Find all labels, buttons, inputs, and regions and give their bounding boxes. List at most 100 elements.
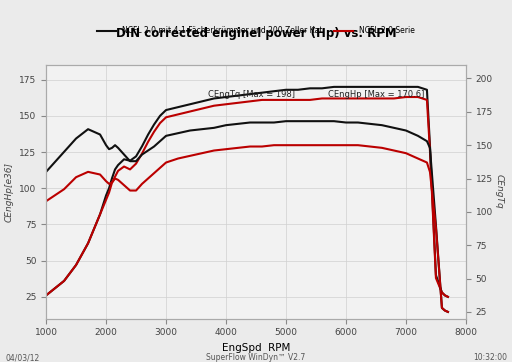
NCFL 2.0 mit 4-1 Fächerkrümmer und 200 Zeller Kat (235, 93, 241, 98)
NCFL 2.0 mit 4-1 Fächerkrümmer und 200 Zeller Kat (379, 85, 385, 89)
NCFL 2.0 mit 4-1 Fächerkrümmer und 200 Zeller Kat (415, 85, 421, 89)
NCFL 2.0 mit 4-1 Fächerkrümmer und 200 Zeller Kat (121, 157, 127, 161)
Line: NCFL 2.0 mit 4-1 Fächerkrümmer und 200 Zeller Kat: NCFL 2.0 mit 4-1 Fächerkrümmer und 200 Z… (46, 87, 448, 297)
NCFL 2.0 Serie (295, 98, 301, 102)
Text: CEngHp [Max = 170.6]: CEngHp [Max = 170.6] (328, 90, 424, 99)
NCFL 2.0 Serie (133, 161, 139, 166)
NCFL 2.0 mit 4-1 Fächerkrümmer und 200 Zeller Kat (271, 89, 277, 93)
NCFL 2.0 Serie (223, 102, 229, 106)
NCFL 2.0 mit 4-1 Fächerkrümmer und 200 Zeller Kat (112, 167, 118, 172)
NCFL 2.0 Serie (187, 109, 193, 114)
NCFL 2.0 mit 4-1 Fächerkrümmer und 200 Zeller Kat (175, 105, 181, 109)
NCFL 2.0 Serie (319, 96, 325, 101)
Y-axis label: CEngHp[e36]: CEngHp[e36] (5, 162, 13, 222)
NCFL 2.0 Serie (115, 169, 121, 173)
Text: 04/03/12: 04/03/12 (5, 353, 39, 362)
NCFL 2.0 Serie (151, 130, 157, 134)
NCFL 2.0 mit 4-1 Fächerkrümmer und 200 Zeller Kat (331, 85, 337, 89)
X-axis label: EngSpd  RPM: EngSpd RPM (222, 343, 290, 353)
NCFL 2.0 Serie (211, 104, 217, 108)
NCFL 2.0 Serie (43, 293, 49, 298)
NCFL 2.0 mit 4-1 Fächerkrümmer und 200 Zeller Kat (151, 122, 157, 127)
NCFL 2.0 Serie (235, 101, 241, 105)
NCFL 2.0 Serie (415, 95, 421, 99)
NCFL 2.0 mit 4-1 Fächerkrümmer und 200 Zeller Kat (73, 263, 79, 267)
NCFL 2.0 mit 4-1 Fächerkrümmer und 200 Zeller Kat (427, 143, 433, 147)
NCFL 2.0 mit 4-1 Fächerkrümmer und 200 Zeller Kat (247, 92, 253, 96)
NCFL 2.0 Serie (331, 96, 337, 101)
NCFL 2.0 mit 4-1 Fächerkrümmer und 200 Zeller Kat (433, 273, 439, 277)
NCFL 2.0 Serie (283, 98, 289, 102)
NCFL 2.0 Serie (424, 98, 430, 102)
NCFL 2.0 Serie (139, 151, 145, 156)
NCFL 2.0 mit 4-1 Fächerkrümmer und 200 Zeller Kat (127, 159, 133, 163)
NCFL 2.0 mit 4-1 Fächerkrümmer und 200 Zeller Kat (133, 154, 139, 159)
NCFL 2.0 Serie (103, 198, 109, 202)
NCFL 2.0 mit 4-1 Fächerkrümmer und 200 Zeller Kat (139, 144, 145, 148)
NCFL 2.0 mit 4-1 Fächerkrümmer und 200 Zeller Kat (319, 86, 325, 90)
NCFL 2.0 Serie (73, 263, 79, 267)
NCFL 2.0 mit 4-1 Fächerkrümmer und 200 Zeller Kat (424, 88, 430, 92)
NCFL 2.0 Serie (445, 295, 451, 299)
NCFL 2.0 mit 4-1 Fächerkrümmer und 200 Zeller Kat (145, 132, 151, 137)
NCFL 2.0 Serie (175, 112, 181, 117)
NCFL 2.0 mit 4-1 Fächerkrümmer und 200 Zeller Kat (307, 86, 313, 90)
NCFL 2.0 mit 4-1 Fächerkrümmer und 200 Zeller Kat (115, 163, 121, 167)
NCFL 2.0 Serie (355, 96, 361, 101)
NCFL 2.0 Serie (367, 96, 373, 101)
NCFL 2.0 Serie (199, 106, 205, 111)
NCFL 2.0 mit 4-1 Fächerkrümmer und 200 Zeller Kat (157, 114, 163, 118)
NCFL 2.0 Serie (85, 241, 91, 245)
NCFL 2.0 Serie (439, 290, 445, 295)
NCFL 2.0 Serie (145, 140, 151, 144)
NCFL 2.0 Serie (112, 174, 118, 179)
NCFL 2.0 Serie (343, 96, 349, 101)
NCFL 2.0 mit 4-1 Fächerkrümmer und 200 Zeller Kat (97, 212, 103, 216)
NCFL 2.0 mit 4-1 Fächerkrümmer und 200 Zeller Kat (85, 241, 91, 245)
NCFL 2.0 mit 4-1 Fächerkrümmer und 200 Zeller Kat (106, 186, 112, 190)
NCFL 2.0 Serie (163, 115, 169, 119)
NCFL 2.0 mit 4-1 Fächerkrümmer und 200 Zeller Kat (223, 95, 229, 99)
NCFL 2.0 mit 4-1 Fächerkrümmer und 200 Zeller Kat (343, 85, 349, 89)
NCFL 2.0 Serie (61, 279, 67, 283)
Text: SuperFlow WinDyn™ V2.7: SuperFlow WinDyn™ V2.7 (206, 353, 306, 362)
NCFL 2.0 mit 4-1 Fächerkrümmer und 200 Zeller Kat (103, 193, 109, 198)
NCFL 2.0 mit 4-1 Fächerkrümmer und 200 Zeller Kat (283, 88, 289, 92)
NCFL 2.0 Serie (97, 212, 103, 216)
NCFL 2.0 Serie (259, 98, 265, 102)
NCFL 2.0 Serie (157, 121, 163, 125)
NCFL 2.0 mit 4-1 Fächerkrümmer und 200 Zeller Kat (187, 102, 193, 106)
NCFL 2.0 mit 4-1 Fächerkrümmer und 200 Zeller Kat (43, 293, 49, 298)
NCFL 2.0 mit 4-1 Fächerkrümmer und 200 Zeller Kat (163, 108, 169, 112)
Line: NCFL 2.0 Serie: NCFL 2.0 Serie (46, 97, 448, 297)
Legend: NCFL 2.0 mit 4-1 Fächerkrümmer und 200 Zeller Kat, NCFL 2.0 Serie: NCFL 2.0 mit 4-1 Fächerkrümmer und 200 Z… (94, 24, 418, 38)
NCFL 2.0 mit 4-1 Fächerkrümmer und 200 Zeller Kat (367, 85, 373, 89)
NCFL 2.0 Serie (271, 98, 277, 102)
NCFL 2.0 Serie (379, 96, 385, 101)
NCFL 2.0 Serie (307, 98, 313, 102)
NCFL 2.0 Serie (403, 95, 409, 99)
NCFL 2.0 mit 4-1 Fächerkrümmer und 200 Zeller Kat (109, 176, 115, 180)
NCFL 2.0 Serie (109, 180, 115, 185)
NCFL 2.0 mit 4-1 Fächerkrümmer und 200 Zeller Kat (445, 295, 451, 299)
Text: 10:32:00: 10:32:00 (473, 353, 507, 362)
NCFL 2.0 mit 4-1 Fächerkrümmer und 200 Zeller Kat (61, 279, 67, 283)
NCFL 2.0 mit 4-1 Fächerkrümmer und 200 Zeller Kat (211, 96, 217, 101)
NCFL 2.0 Serie (442, 293, 448, 298)
NCFL 2.0 Serie (433, 276, 439, 280)
NCFL 2.0 mit 4-1 Fächerkrümmer und 200 Zeller Kat (199, 99, 205, 104)
NCFL 2.0 mit 4-1 Fächerkrümmer und 200 Zeller Kat (442, 293, 448, 298)
NCFL 2.0 Serie (391, 96, 397, 101)
NCFL 2.0 Serie (247, 99, 253, 104)
NCFL 2.0 mit 4-1 Fächerkrümmer und 200 Zeller Kat (403, 85, 409, 89)
NCFL 2.0 mit 4-1 Fächerkrümmer und 200 Zeller Kat (355, 85, 361, 89)
NCFL 2.0 mit 4-1 Fächerkrümmer und 200 Zeller Kat (439, 290, 445, 295)
NCFL 2.0 mit 4-1 Fächerkrümmer und 200 Zeller Kat (295, 88, 301, 92)
Title: DIN corrected enginel power (Hp) vs. RPM: DIN corrected enginel power (Hp) vs. RPM (116, 28, 396, 41)
NCFL 2.0 Serie (121, 164, 127, 169)
NCFL 2.0 Serie (106, 190, 112, 195)
NCFL 2.0 mit 4-1 Fächerkrümmer und 200 Zeller Kat (259, 90, 265, 95)
NCFL 2.0 Serie (427, 148, 433, 153)
Text: CEngTq [Max = 198]: CEngTq [Max = 198] (208, 90, 295, 99)
NCFL 2.0 Serie (127, 167, 133, 172)
